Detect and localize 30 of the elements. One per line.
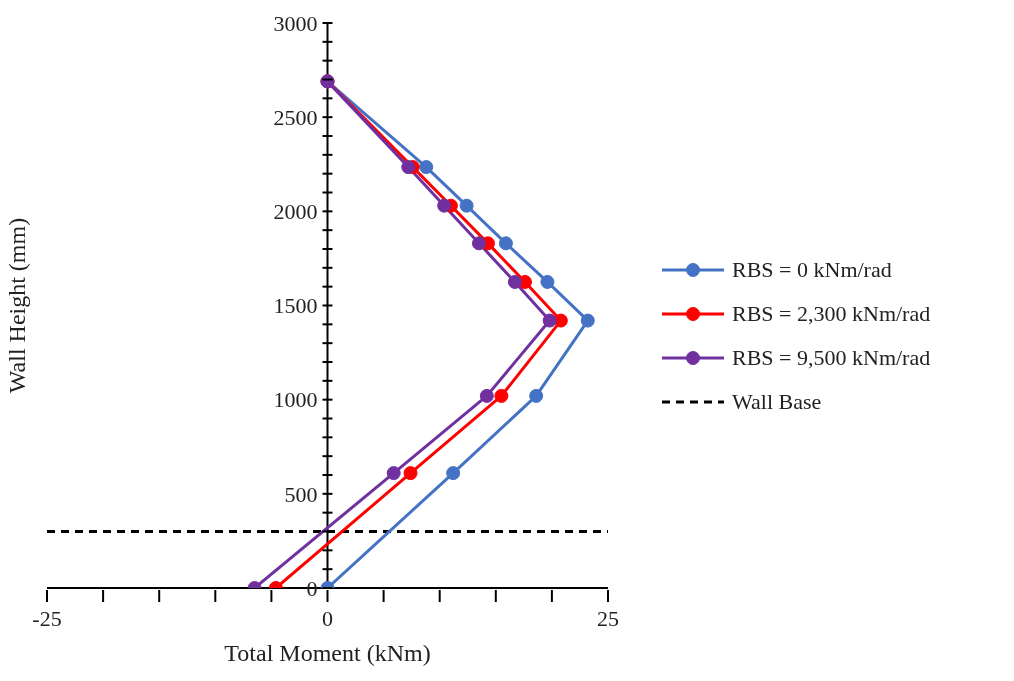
y-tick-label: 3000 [273, 10, 318, 36]
x-tick-label: 25 [597, 605, 619, 631]
x-tick-label: -25 [32, 605, 62, 631]
point [494, 388, 509, 403]
y-tick-label: 1500 [273, 293, 318, 319]
point [459, 198, 474, 213]
point [437, 198, 452, 213]
legend-label: RBS = 2,300 kNm/rad [732, 301, 931, 327]
point [401, 160, 416, 175]
point [498, 236, 513, 251]
point [403, 466, 418, 481]
point [386, 466, 401, 481]
y-tick-label: 2500 [273, 104, 318, 130]
point [446, 466, 461, 481]
point [580, 313, 595, 328]
point [419, 160, 434, 175]
point [529, 388, 544, 403]
y-tick-label: 500 [284, 481, 318, 507]
point [479, 388, 494, 403]
x-axis-title: Total Moment (kNm) [224, 640, 431, 666]
y-axis-title: Wall Height (mm) [3, 217, 30, 394]
point [471, 236, 486, 251]
y-tick-label: 2000 [273, 199, 318, 225]
point [540, 274, 555, 289]
point [542, 313, 557, 328]
y-tick-label: 1000 [273, 387, 318, 413]
legend-label: Wall Base [732, 389, 822, 415]
legend-label: RBS = 9,500 kNm/rad [732, 345, 931, 371]
legend-label: RBS = 0 kNm/rad [732, 257, 892, 283]
point [507, 274, 522, 289]
